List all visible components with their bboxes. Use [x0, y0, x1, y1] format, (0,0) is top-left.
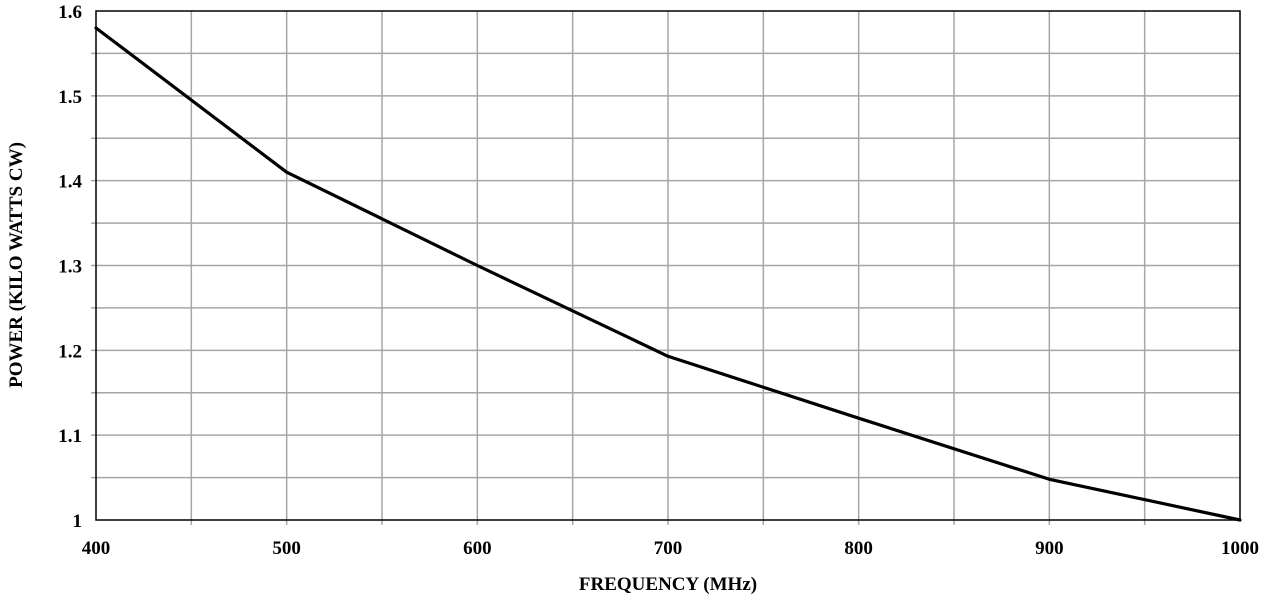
x-tick-label: 400	[82, 538, 111, 559]
x-tick-labels: 400 500 600 700 800 900 1000	[82, 538, 1259, 559]
y-tick-label: 1.2	[58, 341, 82, 362]
x-tick-label: 800	[844, 538, 873, 559]
x-tick-label: 900	[1035, 538, 1064, 559]
series-line	[94, 26, 1242, 522]
y-tick-label: 1.4	[58, 172, 82, 193]
grid-lines	[91, 11, 1240, 525]
y-tick-label: 1.3	[58, 257, 82, 278]
x-tick-label: 1000	[1221, 538, 1259, 559]
x-tick-label: 500	[272, 538, 301, 559]
x-tick-label: 600	[463, 538, 492, 559]
series-layer	[94, 26, 1242, 522]
y-tick-label: 1.6	[58, 2, 82, 23]
x-axis-title: FREQUENCY (MHz)	[579, 574, 757, 595]
y-tick-label: 1.5	[58, 87, 82, 108]
x-tick-label: 700	[654, 538, 683, 559]
plot-frame	[95, 10, 1241, 521]
y-tick-labels: 1 1.1 1.2 1.3 1.4 1.5 1.6	[58, 2, 82, 532]
y-axis-title: POWER (KILO WATTS CW)	[6, 142, 27, 388]
y-tick-label: 1	[73, 511, 83, 532]
y-tick-label: 1.1	[58, 426, 82, 447]
